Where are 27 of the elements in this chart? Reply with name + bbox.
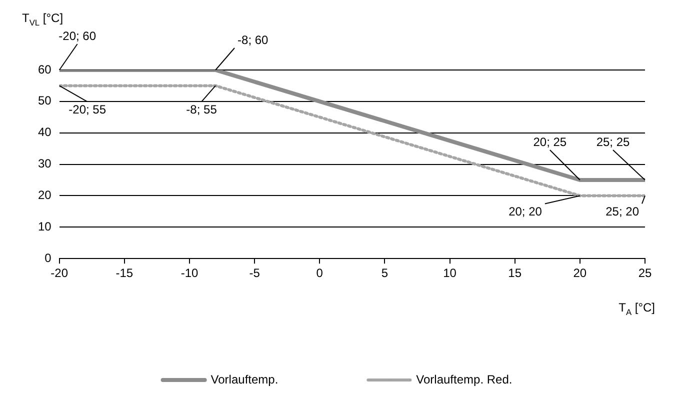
annotation: 20; 25 bbox=[533, 135, 567, 150]
y-tick-label: 40 bbox=[38, 125, 52, 140]
y-tick-label: 60 bbox=[38, 62, 52, 76]
y-tick-label: 10 bbox=[38, 219, 52, 234]
x-tick-label: -15 bbox=[116, 266, 134, 280]
annotation: -20; 55 bbox=[68, 102, 106, 117]
x-tick-label: 5 bbox=[381, 266, 388, 280]
annotation: -8; 55 bbox=[186, 102, 218, 117]
x-tick-label: 0 bbox=[316, 266, 324, 280]
annotation: 25; 25 bbox=[596, 135, 630, 150]
x-tick-label: -5 bbox=[249, 266, 260, 280]
y-tick-label: 50 bbox=[38, 94, 52, 108]
x-tick-label: -20 bbox=[50, 266, 68, 280]
x-tick-label: 15 bbox=[508, 266, 522, 280]
x-tick-label: 25 bbox=[638, 266, 652, 280]
annotation: -20; 60 bbox=[58, 29, 96, 43]
y-tick-label: 0 bbox=[44, 250, 52, 265]
y-tick-label: 30 bbox=[38, 156, 52, 171]
y-tick-label: 20 bbox=[38, 188, 52, 202]
x-tick-label: 10 bbox=[443, 266, 457, 280]
legend-label: Vorlauftemp. bbox=[210, 372, 278, 386]
annotation: 25; 20 bbox=[606, 204, 640, 219]
annotation: 20; 20 bbox=[508, 204, 542, 219]
x-tick-label: 20 bbox=[573, 266, 587, 280]
annotation: -8; 60 bbox=[238, 33, 269, 47]
x-tick-label: -10 bbox=[180, 266, 198, 280]
legend-label: Vorlauftemp. Red. bbox=[416, 372, 512, 386]
